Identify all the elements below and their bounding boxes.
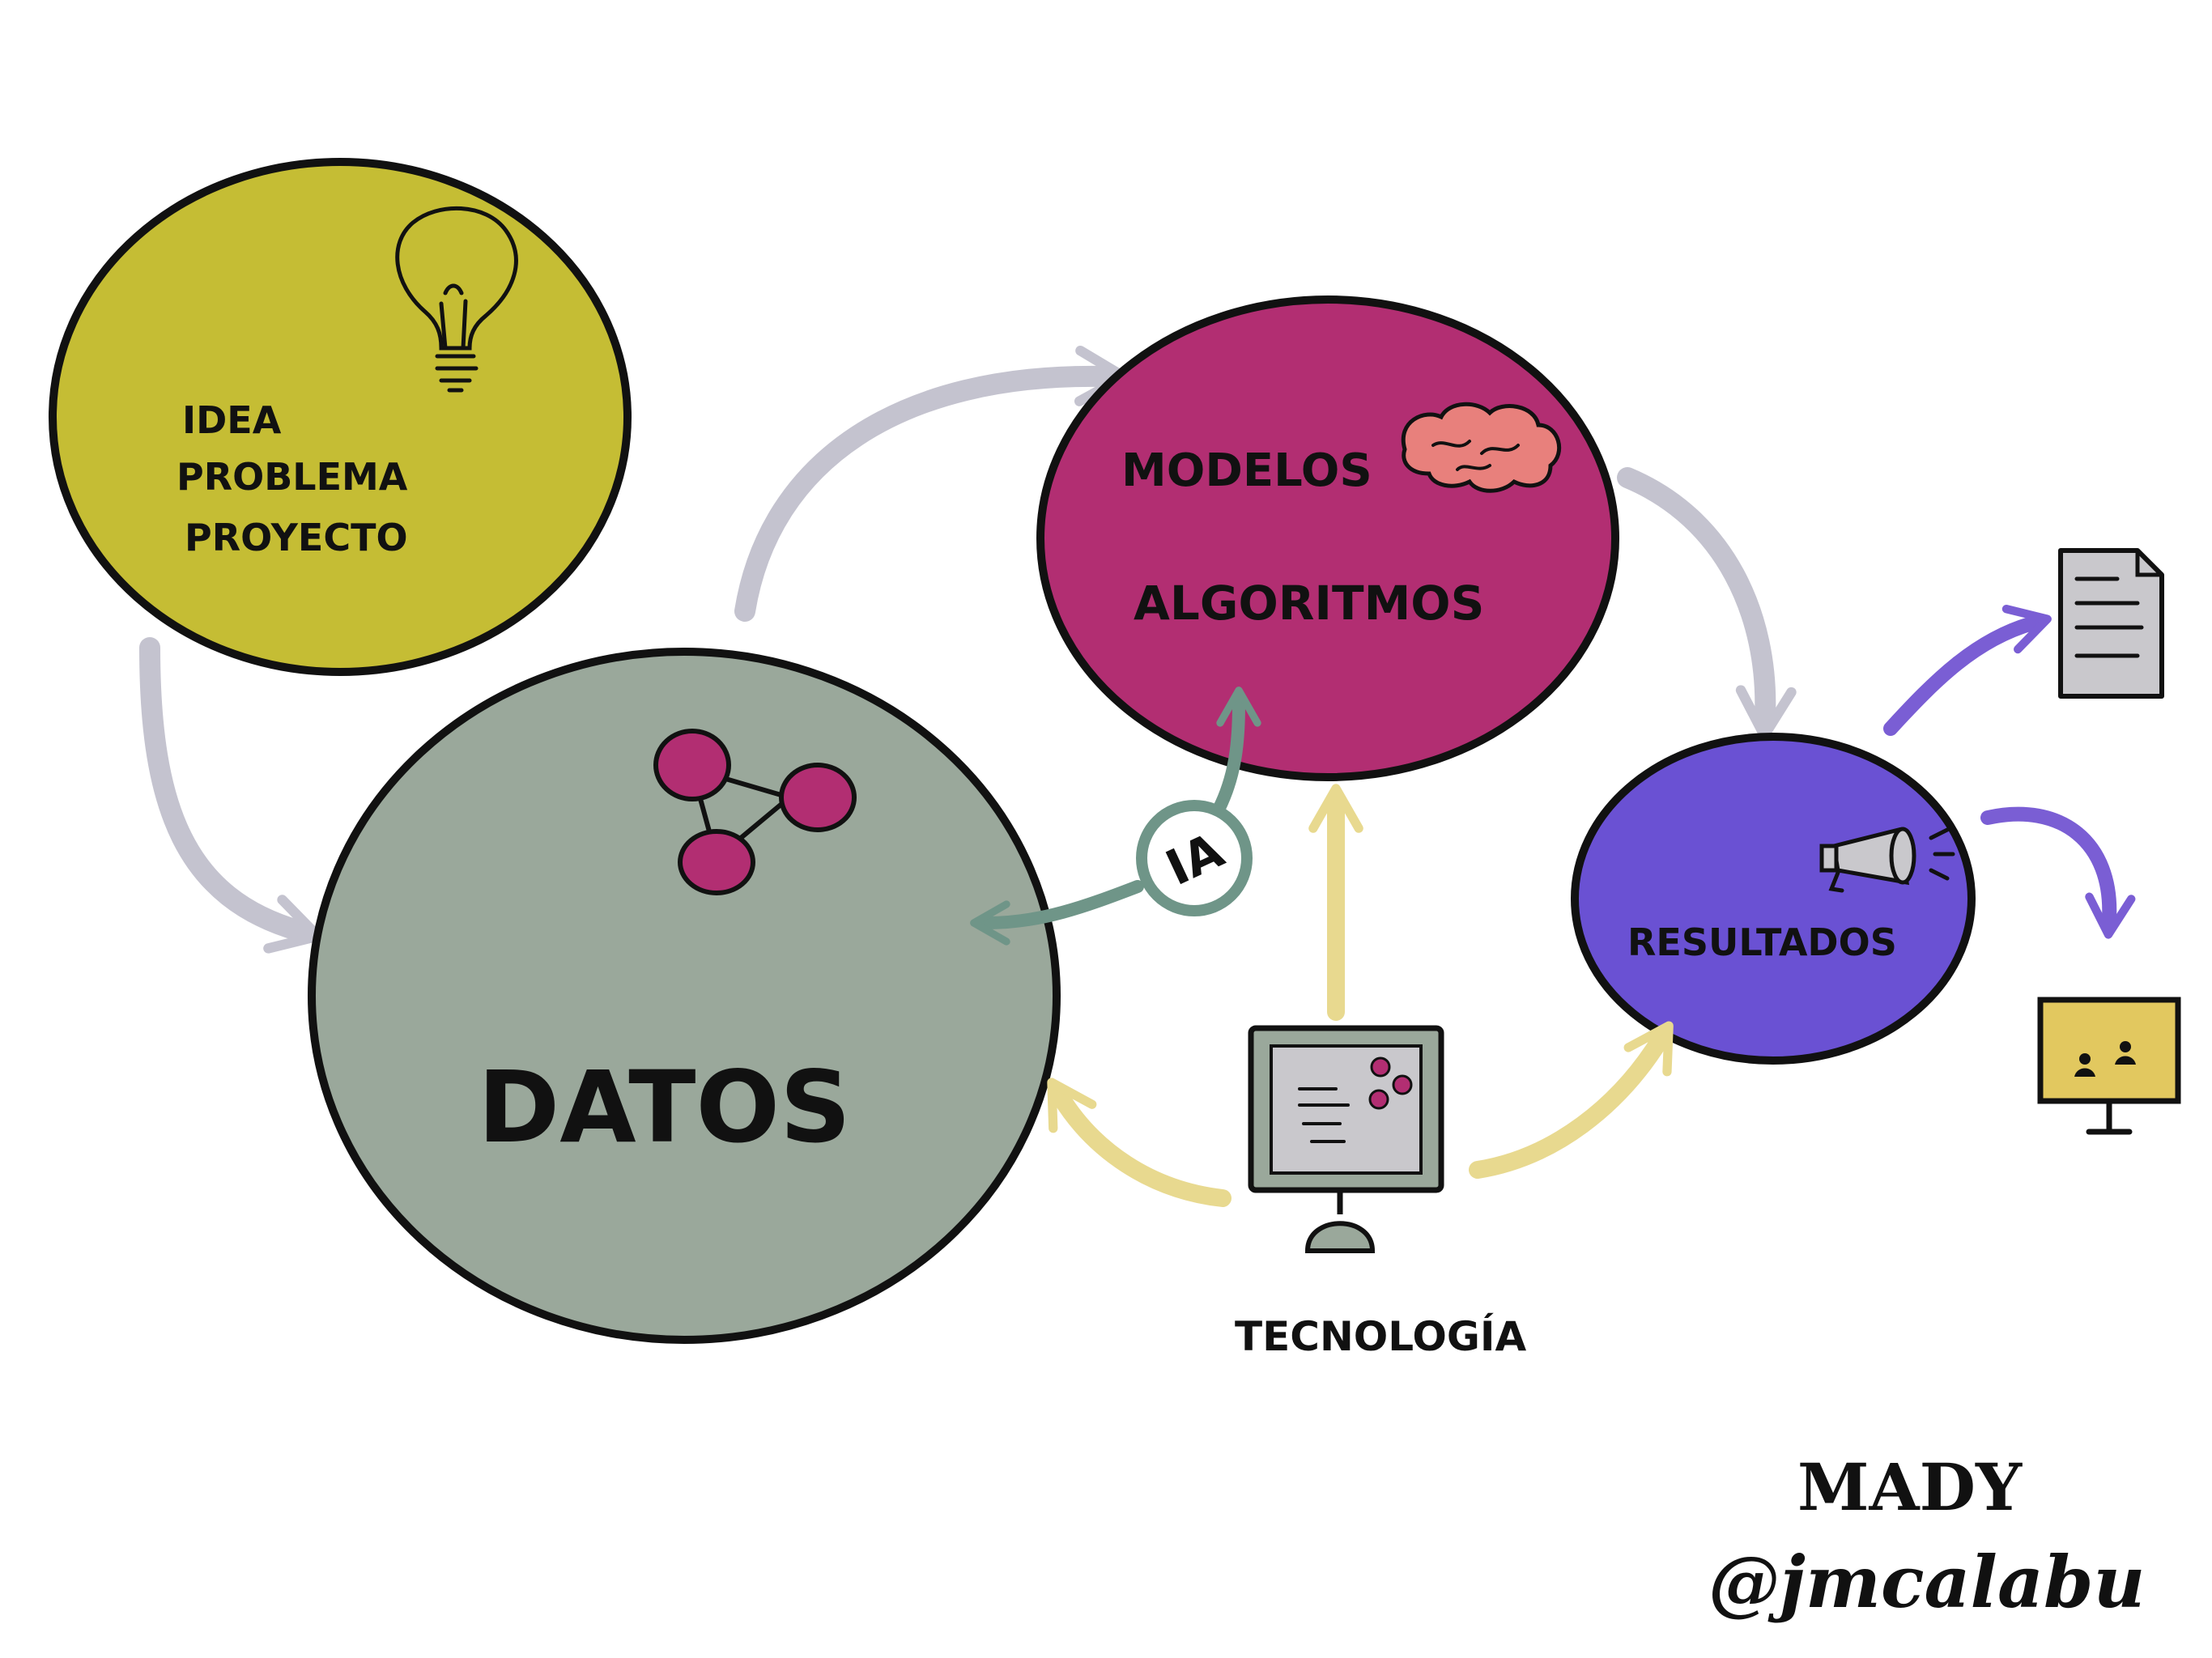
brain-icon xyxy=(1401,402,1562,493)
circle-datos xyxy=(308,648,1061,1344)
arrow-tec-to-resultados xyxy=(1469,1021,1674,1179)
modelos-line-2: ALGORITMOS xyxy=(1134,576,1484,631)
computer-icon xyxy=(1248,1025,1444,1253)
network-icon xyxy=(653,729,857,895)
signature-line-1: MADY xyxy=(1797,1449,2023,1525)
lightbulb-icon xyxy=(395,206,518,393)
circle-modelos xyxy=(1036,295,1619,781)
presentation-screen-icon xyxy=(2037,997,2181,1135)
arrow-tec-to-datos xyxy=(1047,1078,1231,1207)
circle-idea xyxy=(49,158,632,676)
megaphone-icon xyxy=(1819,827,1955,893)
arrow-ia-to-datos xyxy=(970,880,1144,946)
arrow-to-document xyxy=(1883,605,2052,736)
arrow-to-screen xyxy=(1980,806,2136,939)
signature-line-2: @jmcalabu xyxy=(1708,1540,2146,1624)
datos-label: DATOS xyxy=(478,1050,851,1165)
idea-line-3: PROYECTO xyxy=(185,516,408,559)
arrow-datos-to-modelos xyxy=(734,345,1129,622)
document-icon xyxy=(2058,548,2164,699)
arrow-ia-to-modelos xyxy=(1212,687,1261,816)
idea-line-1: IDEA xyxy=(182,398,282,442)
tecnologia-label: TECNOLOGÍA xyxy=(1235,1312,1527,1360)
circle-resultados xyxy=(1571,733,1976,1065)
resultados-label: RESULTADOS xyxy=(1627,920,1897,964)
ia-badge: IA xyxy=(1136,800,1253,916)
idea-line-2: PROBLEMA xyxy=(177,455,408,499)
arrow-modelos-to-resultados xyxy=(1617,467,1797,741)
arrow-idea-to-datos xyxy=(139,637,323,954)
modelos-line-1: MODELOS xyxy=(1121,444,1372,497)
